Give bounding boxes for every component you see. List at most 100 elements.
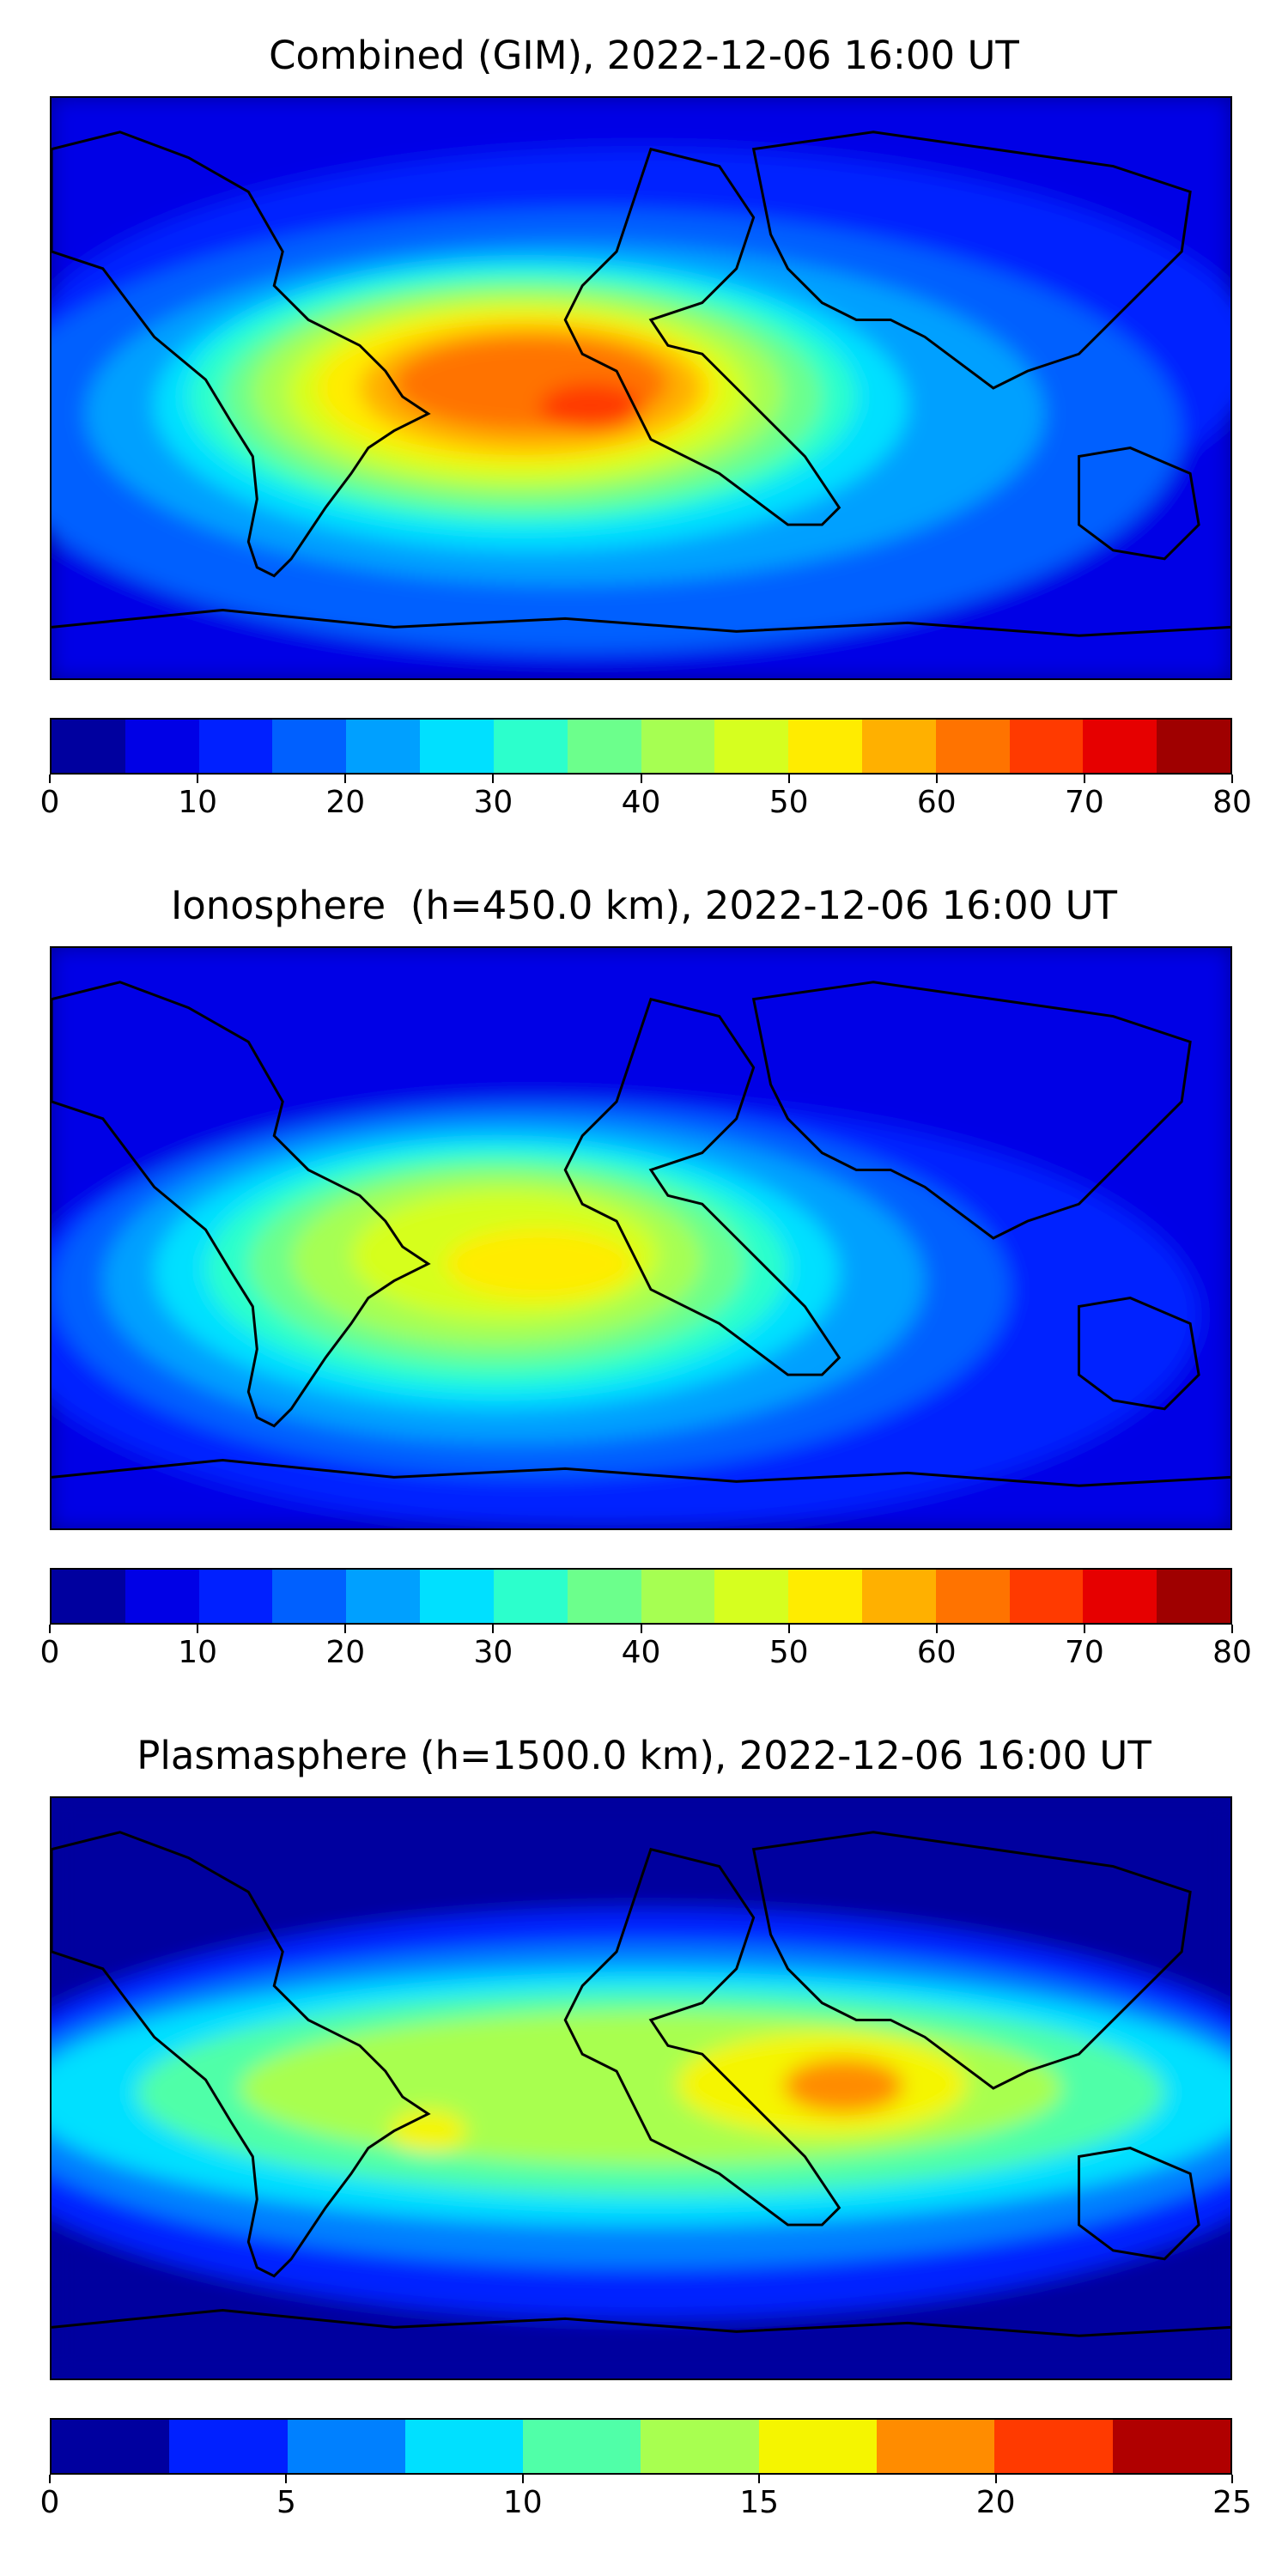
colorbar-2-segment-15 (1157, 1570, 1230, 1623)
colorbar-3-segment-7 (877, 2420, 995, 2473)
panel-3-colorbar-ticks: 0 5 10 15 20 25 (40, 2475, 1252, 2526)
colorbar-1-tick-label-0: 0 (39, 785, 60, 820)
colorbar-2-segment-9 (714, 1570, 789, 1623)
colorbar-3-tick-3 (758, 2475, 761, 2483)
panel-1-coastlines (52, 131, 1230, 637)
panel-1-coast-antarctica (52, 608, 1230, 637)
colorbar-3-segment-8 (994, 2420, 1113, 2473)
colorbar-3-segment-3 (404, 2420, 524, 2473)
colorbar-1-tick-label-7: 70 (1064, 785, 1104, 820)
colorbar-1-tick-8 (1231, 775, 1233, 783)
colorbar-2-tick-2 (344, 1625, 347, 1633)
panel-1-coast-americas (52, 131, 431, 578)
colorbar-2-tick-7 (1083, 1625, 1085, 1633)
panel-1-coast-australia (1078, 447, 1200, 561)
colorbar-3-segment-4 (523, 2420, 641, 2473)
colorbar-2-tick-label-5: 50 (769, 1635, 809, 1670)
panel-3-title: Plasmasphere (h=1500.0 km), 2022-12-06 1… (137, 1733, 1151, 1778)
colorbar-1-tick-2 (344, 775, 347, 783)
colorbar-2-segment-13 (1009, 1570, 1084, 1623)
panel-2-band-10 (445, 1228, 635, 1300)
panel-3-coastlines (52, 1831, 1230, 2337)
colorbar-1-tick-5 (787, 775, 790, 783)
colorbar-3-tick-label-0: 0 (39, 2485, 60, 2520)
panel-1-contour-map (52, 98, 1230, 678)
panel-2-map (50, 946, 1232, 1530)
colorbar-2-segment-8 (641, 1570, 715, 1623)
colorbar-1-tick-label-6: 60 (916, 785, 957, 820)
panel-2-title: Ionosphere (h=450.0 km), 2022-12-06 16:0… (170, 883, 1118, 928)
colorbar-1-tick-6 (935, 775, 938, 783)
panel-3-contour-map (52, 1798, 1230, 2379)
panel-2-coast-antarctica (52, 1458, 1230, 1487)
colorbar-1-segment-13 (1009, 720, 1084, 773)
colorbar-1-tick-label-3: 30 (473, 785, 513, 820)
colorbar-3-tick-4 (994, 2475, 997, 2483)
panel-1-map (50, 96, 1232, 680)
colorbar-1-segment-11 (861, 720, 936, 773)
colorbar-1-tick-label-4: 40 (621, 785, 661, 820)
panel-3-map (50, 1796, 1232, 2380)
panel-1-title: Combined (GIM), 2022-12-06 16:00 UT (269, 33, 1019, 78)
panel-2-coast-asia (751, 981, 1192, 1240)
panel-3-band-9 (783, 2058, 904, 2113)
colorbar-1-tick-1 (197, 775, 199, 783)
colorbar-2-tick-label-4: 40 (621, 1635, 661, 1670)
colorbar-2-tick-label-7: 70 (1064, 1635, 1104, 1670)
colorbar-3-segment-0 (52, 2420, 170, 2473)
colorbar-1-segment-5 (420, 720, 494, 773)
colorbar-1-segment-9 (714, 720, 789, 773)
colorbar-2-segment-11 (861, 1570, 936, 1623)
colorbar-3-segment-9 (1112, 2420, 1230, 2473)
panel-1-coast-afro-eurasia (563, 147, 841, 526)
colorbar-2-segment-14 (1083, 1570, 1157, 1623)
colorbar-3-tick-1 (285, 2475, 288, 2483)
colorbar-1-tick-label-2: 20 (325, 785, 366, 820)
colorbar-3-tick-5 (1231, 2475, 1233, 2483)
colorbar-1-segment-7 (567, 720, 641, 773)
colorbar-2-segment-12 (935, 1570, 1010, 1623)
colorbar-1-tick-label-8: 80 (1212, 785, 1252, 820)
panel-2-contour-map (52, 948, 1230, 1528)
colorbar-2-tick-label-6: 60 (916, 1635, 957, 1670)
colorbar-1-segment-3 (272, 720, 347, 773)
colorbar-2-tick-6 (935, 1625, 938, 1633)
panel-3-coast-asia (751, 1831, 1192, 2090)
colorbar-2-segment-0 (52, 1570, 125, 1623)
colorbar-3-segment-2 (287, 2420, 405, 2473)
colorbar-1-tick-3 (492, 775, 495, 783)
colorbar-3-segment-1 (169, 2420, 288, 2473)
colorbar-3-tick-2 (521, 2475, 524, 2483)
colorbar-1-segment-4 (346, 720, 421, 773)
colorbar-3-tick-label-5: 25 (1212, 2485, 1252, 2520)
colorbar-2-segment-7 (567, 1570, 641, 1623)
colorbar-2-tick-0 (49, 1625, 51, 1633)
panel-3-colorbar (50, 2418, 1232, 2475)
panel-1-coast-asia (751, 131, 1192, 390)
colorbar-1-segment-8 (641, 720, 715, 773)
colorbar-2-segment-3 (272, 1570, 347, 1623)
panel-1-colorbar (50, 718, 1232, 775)
colorbar-1-segment-2 (198, 720, 273, 773)
colorbar-1-segment-0 (52, 720, 125, 773)
colorbar-2-segment-6 (493, 1570, 568, 1623)
colorbar-2-tick-1 (197, 1625, 199, 1633)
colorbar-2-tick-label-8: 80 (1212, 1635, 1252, 1670)
panel-2-contours (52, 948, 1230, 1528)
panel-3-coast-americas (52, 1831, 431, 2278)
colorbar-1-segment-6 (493, 720, 568, 773)
colorbar-2-tick-8 (1231, 1625, 1233, 1633)
colorbar-1-tick-4 (640, 775, 642, 783)
panel-3-coast-antarctica (52, 2308, 1230, 2337)
colorbar-3-segment-5 (641, 2420, 759, 2473)
panel-3-band-8 (389, 2109, 467, 2153)
panel-2-coast-australia (1078, 1297, 1200, 1411)
colorbar-3-tick-label-4: 20 (975, 2485, 1016, 2520)
colorbar-1-tick-label-5: 50 (769, 785, 809, 820)
colorbar-2-segment-1 (125, 1570, 199, 1623)
panel-2-coast-afro-eurasia (563, 997, 841, 1376)
colorbar-2-segment-10 (788, 1570, 862, 1623)
colorbar-2-tick-label-0: 0 (39, 1635, 60, 1670)
colorbar-2-tick-3 (492, 1625, 495, 1633)
panel-1-contours (52, 98, 1230, 678)
